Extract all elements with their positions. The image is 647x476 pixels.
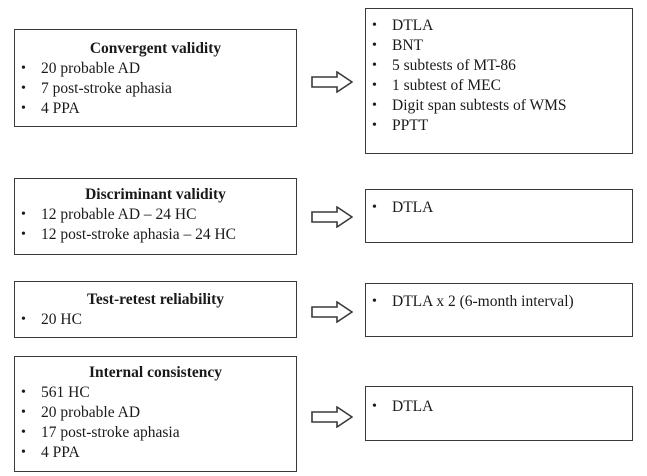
convergent-validity-tests: DTLA BNT 5 subtests of MT-86 1 subtest o… [366,16,632,136]
arrow-right-icon [311,406,353,428]
convergent-validity-samples: 20 probable AD 7 post-stroke aphasia 4 P… [15,59,296,119]
list-item: Digit span subtests of WMS [366,96,632,116]
list-item: 20 probable AD [15,59,296,79]
list-item: BNT [366,36,632,56]
convergent-validity-title: Convergent validity [89,40,222,57]
list-item: DTLA [366,397,632,417]
list-item: 561 HC [15,383,296,403]
list-item: 12 post-stroke aphasia – 24 HC [15,225,296,245]
list-item: 1 subtest of MEC [366,76,632,96]
test-retest-reliability-box: Test-retest reliability 20 HC [14,281,297,338]
test-retest-reliability-samples: 20 HC [15,310,296,330]
test-retest-reliability-tests: DTLA x 2 (6-month interval) [366,292,632,312]
list-item: 20 probable AD [15,403,296,423]
convergent-validity-box: Convergent validity 20 probable AD 7 pos… [14,29,297,127]
list-item: 17 post-stroke aphasia [15,423,296,443]
convergent-validity-tests-box: DTLA BNT 5 subtests of MT-86 1 subtest o… [365,8,633,154]
discriminant-validity-tests: DTLA [366,198,632,218]
internal-consistency-tests-box: DTLA [365,386,633,441]
list-item: 4 PPA [15,99,296,119]
list-item: 7 post-stroke aphasia [15,79,296,99]
test-retest-reliability-title: Test-retest reliability [86,291,225,308]
list-item: 12 probable AD – 24 HC [15,205,296,225]
internal-consistency-title: Internal consistency [88,364,223,381]
list-item: DTLA x 2 (6-month interval) [366,292,632,312]
discriminant-validity-title: Discriminant validity [85,186,226,203]
internal-consistency-samples: 561 HC 20 probable AD 17 post-stroke aph… [15,383,296,463]
discriminant-validity-tests-box: DTLA [365,189,633,243]
discriminant-validity-samples: 12 probable AD – 24 HC 12 post-stroke ap… [15,205,296,245]
list-item: 20 HC [15,310,296,330]
arrow-right-icon [311,206,353,228]
list-item: DTLA [366,16,632,36]
list-item: 4 PPA [15,443,296,463]
arrow-right-icon [311,71,353,93]
list-item: PPTT [366,116,632,136]
test-retest-reliability-tests-box: DTLA x 2 (6-month interval) [365,283,633,337]
internal-consistency-box: Internal consistency 561 HC 20 probable … [14,356,297,472]
arrow-right-icon [311,301,353,323]
list-item: 5 subtests of MT-86 [366,56,632,76]
list-item: DTLA [366,198,632,218]
discriminant-validity-box: Discriminant validity 12 probable AD – 2… [14,178,297,255]
internal-consistency-tests: DTLA [366,397,632,417]
